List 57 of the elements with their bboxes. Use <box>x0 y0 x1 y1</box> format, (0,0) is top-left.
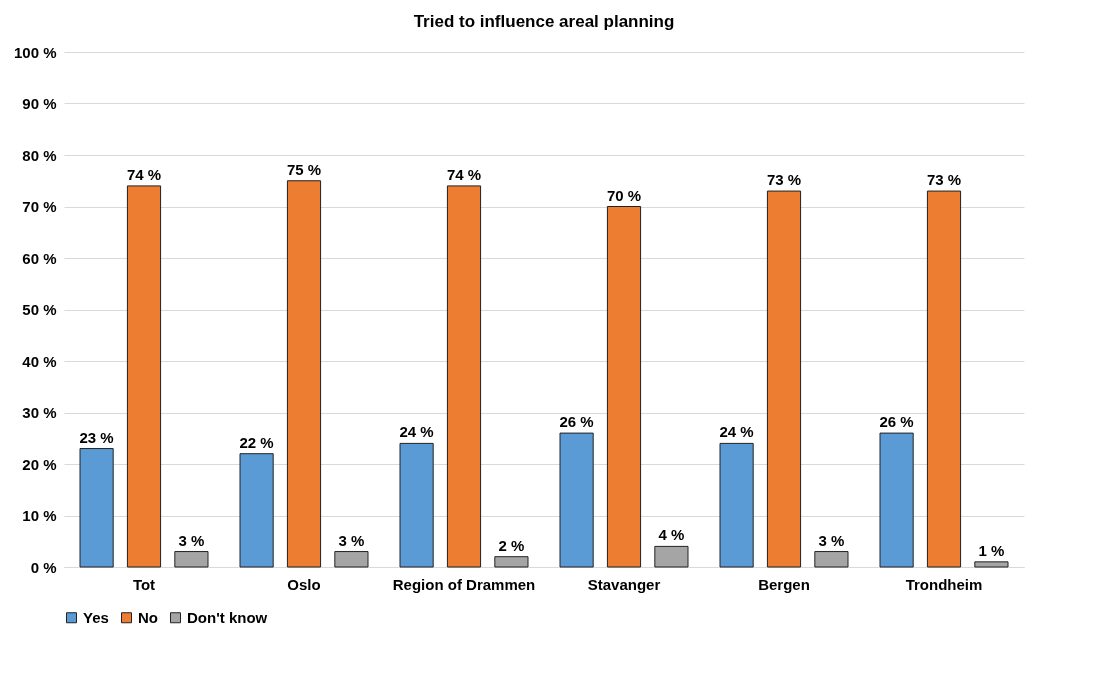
y-tick-label: 0 % <box>30 558 57 576</box>
data-label: 26 % <box>879 413 914 431</box>
bar <box>446 185 482 568</box>
bar <box>286 180 322 568</box>
x-tick-label: Oslo <box>287 575 321 593</box>
data-label: 73 % <box>766 171 802 189</box>
data-label: 74 % <box>126 165 162 183</box>
legend-label: Yes <box>83 608 109 626</box>
data-label: 26 % <box>559 413 594 431</box>
bar <box>239 453 274 568</box>
bar <box>974 561 1009 568</box>
data-label: 75 % <box>286 160 322 178</box>
bar <box>334 551 369 568</box>
bar <box>606 206 642 568</box>
bar <box>174 551 209 568</box>
data-label: 3 % <box>818 531 845 549</box>
bar <box>126 185 162 568</box>
data-label: 74 % <box>446 165 482 183</box>
x-tick-label: Stavanger <box>587 575 661 593</box>
data-label: 24 % <box>719 423 754 441</box>
y-tick-label: 60 % <box>22 249 57 267</box>
bar <box>399 442 434 568</box>
data-label: 23 % <box>79 428 114 446</box>
legend-label: Don't know <box>187 608 268 626</box>
data-label: 22 % <box>239 433 274 451</box>
bar <box>814 551 849 568</box>
x-tick-label: Tot <box>132 575 156 593</box>
data-label: 73 % <box>926 171 962 189</box>
data-label: 4 % <box>658 526 685 544</box>
y-tick-label: 50 % <box>22 301 57 318</box>
bar <box>654 545 689 568</box>
bar <box>879 432 914 568</box>
data-label: 70 % <box>606 186 642 204</box>
y-tick-label: 80 % <box>22 146 57 164</box>
bar <box>719 442 754 568</box>
y-tick-label: 70 % <box>22 198 57 215</box>
x-tick-label: Trondheim <box>905 575 983 593</box>
y-tick-label: 10 % <box>22 507 57 524</box>
y-tick-label: 20 % <box>22 455 57 473</box>
bar <box>926 190 962 568</box>
data-label: 3 % <box>178 531 205 549</box>
y-tick-label: 40 % <box>22 352 57 370</box>
x-tick-label: Region of Drammen <box>392 575 536 593</box>
bar <box>79 448 114 568</box>
data-label: 3 % <box>338 531 365 549</box>
x-tick-label: Bergen <box>758 575 810 593</box>
y-tick-label: 100 % <box>13 43 57 61</box>
bar <box>494 556 529 568</box>
bar <box>559 432 594 568</box>
legend-label: No <box>138 608 158 626</box>
y-tick-label: 90 % <box>22 95 57 112</box>
data-label: 2 % <box>498 536 525 554</box>
chart-title: Tried to influence areal planning <box>413 12 675 31</box>
data-label: 1 % <box>978 541 1005 559</box>
bar <box>766 190 802 568</box>
y-tick-label: 30 % <box>22 404 57 421</box>
data-label: 24 % <box>399 423 434 441</box>
